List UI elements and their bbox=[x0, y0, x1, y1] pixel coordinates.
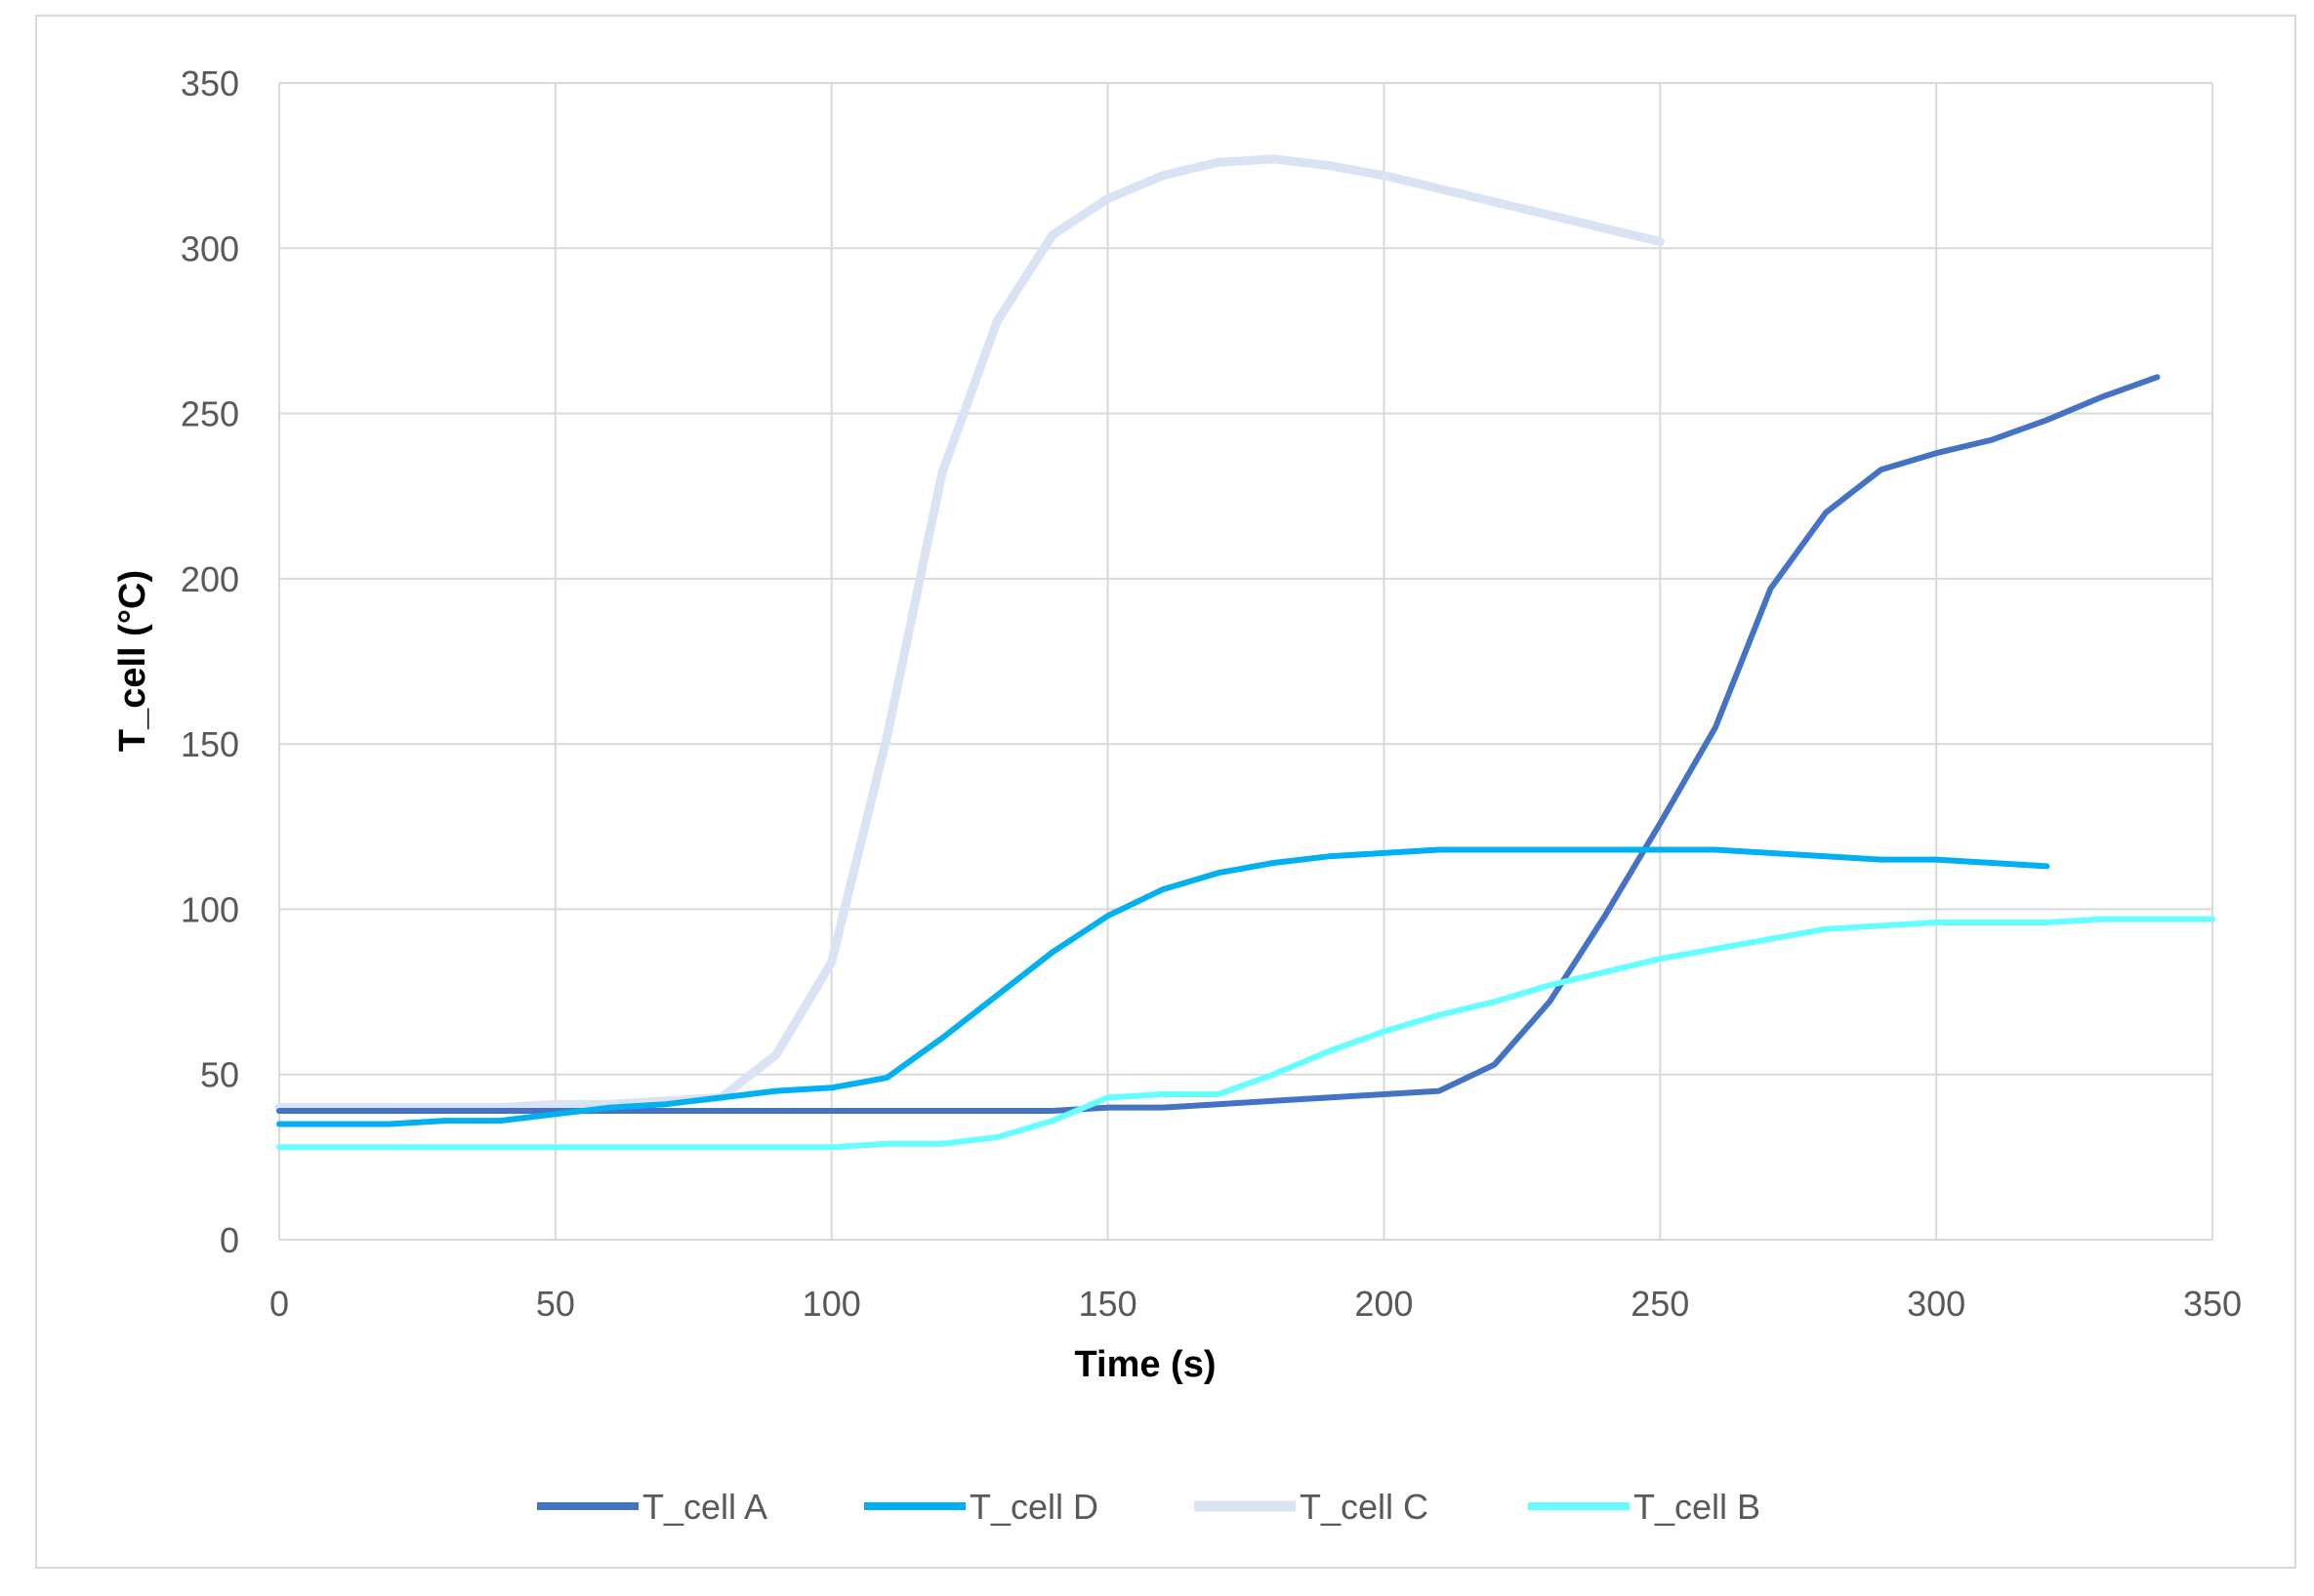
x-tick-label: 250 bbox=[1631, 1284, 1689, 1324]
legend-label: T_cell A bbox=[642, 1487, 767, 1527]
y-tick-label: 350 bbox=[181, 63, 239, 103]
y-tick-label: 100 bbox=[181, 889, 239, 929]
x-tick-label: 200 bbox=[1354, 1284, 1413, 1324]
chart-frame bbox=[35, 15, 2296, 1569]
x-tick-label: 50 bbox=[536, 1284, 575, 1324]
legend-label: T_cell C bbox=[1300, 1487, 1428, 1527]
x-tick-label: 0 bbox=[269, 1284, 289, 1324]
legend: T_cell A T_cell D T_cell C T_cell B bbox=[537, 1487, 1760, 1527]
x-tick-label: 150 bbox=[1079, 1284, 1137, 1324]
x-tick-label: 300 bbox=[1907, 1284, 1965, 1324]
legend-label: T_cell B bbox=[1633, 1487, 1760, 1527]
y-tick-label: 50 bbox=[200, 1055, 239, 1095]
series-line-t_cell-c bbox=[274, 154, 1665, 1113]
y-tick-label: 250 bbox=[181, 394, 239, 434]
series-line-t_cell-d bbox=[276, 846, 2050, 1127]
y-axis-title: T_cell (°C) bbox=[112, 570, 153, 752]
y-tick-label: 300 bbox=[181, 228, 239, 268]
y-tick-label: 0 bbox=[220, 1220, 239, 1260]
y-tick-label: 150 bbox=[181, 724, 239, 764]
x-tick-label: 350 bbox=[2183, 1284, 2242, 1324]
y-tick-label: 200 bbox=[181, 559, 239, 599]
series-line-t_cell-b bbox=[276, 916, 2215, 1151]
legend-label: T_cell D bbox=[970, 1487, 1098, 1527]
gridlines bbox=[278, 82, 2213, 1241]
y-axis-ticks: 0 50 100 150 200 250 300 350 bbox=[181, 63, 239, 1260]
series-lines bbox=[274, 154, 2215, 1151]
x-axis-ticks: 0 50 100 150 200 250 300 350 bbox=[269, 1284, 2242, 1324]
x-tick-label: 100 bbox=[803, 1284, 861, 1324]
x-axis-title: Time (s) bbox=[1074, 1344, 1216, 1385]
